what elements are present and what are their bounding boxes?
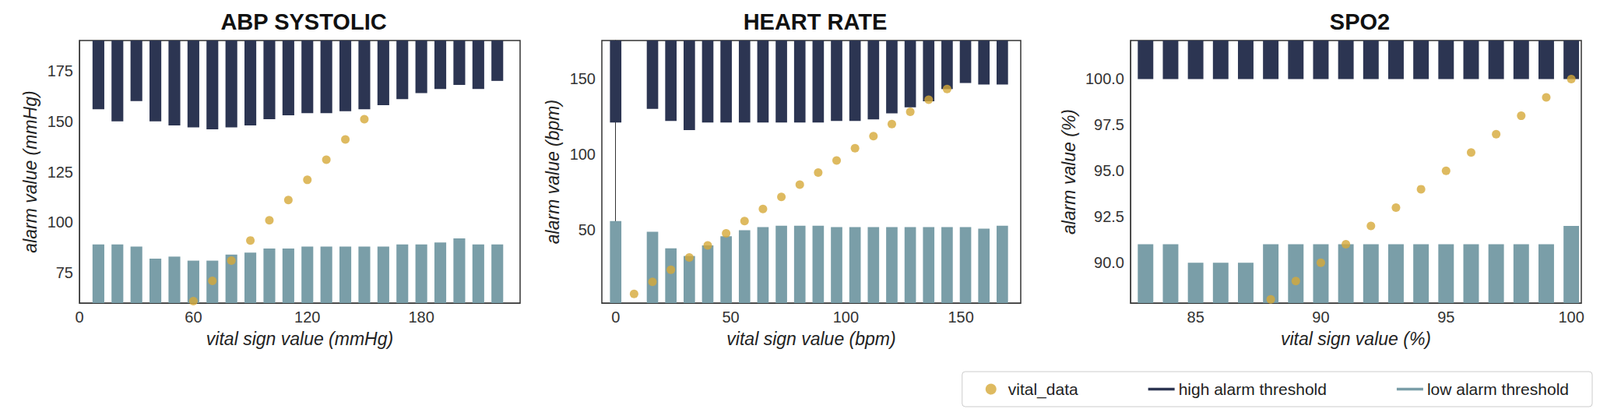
svg-text:100: 100	[833, 308, 859, 326]
svg-text:high alarm threshold: high alarm threshold	[1178, 379, 1327, 398]
svg-text:125: 125	[47, 163, 74, 181]
svg-text:60: 60	[184, 308, 202, 326]
svg-text:0: 0	[74, 308, 84, 326]
svg-text:alarm value (mmHg): alarm value (mmHg)	[20, 90, 41, 253]
svg-text:97.5: 97.5	[1093, 116, 1125, 134]
svg-text:50: 50	[578, 221, 596, 239]
svg-text:150: 150	[569, 70, 596, 88]
svg-text:HEART RATE: HEART RATE	[743, 9, 888, 35]
svg-text:SPO2: SPO2	[1329, 9, 1390, 35]
svg-text:vital sign value (mmHg): vital sign value (mmHg)	[206, 328, 394, 349]
svg-text:alarm value (%): alarm value (%)	[1058, 109, 1080, 235]
svg-text:75: 75	[56, 263, 74, 282]
svg-text:low alarm threshold: low alarm threshold	[1427, 379, 1569, 398]
svg-text:120: 120	[294, 308, 320, 326]
svg-text:100: 100	[569, 145, 596, 163]
svg-text:100.0: 100.0	[1085, 70, 1125, 88]
svg-text:150: 150	[47, 112, 74, 131]
svg-text:vital sign value (%): vital sign value (%)	[1280, 328, 1432, 349]
svg-text:90: 90	[1311, 308, 1330, 326]
svg-text:ABP SYSTOLIC: ABP SYSTOLIC	[220, 9, 387, 35]
svg-text:180: 180	[407, 308, 434, 326]
svg-text:150: 150	[947, 308, 974, 326]
svg-text:100: 100	[47, 213, 74, 231]
svg-text:vital sign value (bpm): vital sign value (bpm)	[726, 328, 896, 349]
svg-text:92.5: 92.5	[1093, 207, 1125, 226]
svg-text:95.0: 95.0	[1093, 161, 1125, 180]
svg-text:100: 100	[1557, 308, 1584, 326]
svg-text:0: 0	[611, 308, 620, 326]
svg-text:95: 95	[1437, 308, 1455, 326]
svg-text:50: 50	[721, 308, 739, 326]
svg-text:vital_data: vital_data	[1008, 379, 1079, 399]
svg-text:alarm value (bpm): alarm value (bpm)	[542, 99, 563, 244]
svg-text:175: 175	[47, 62, 74, 80]
svg-text:85: 85	[1187, 308, 1205, 326]
svg-text:90.0: 90.0	[1093, 253, 1125, 271]
